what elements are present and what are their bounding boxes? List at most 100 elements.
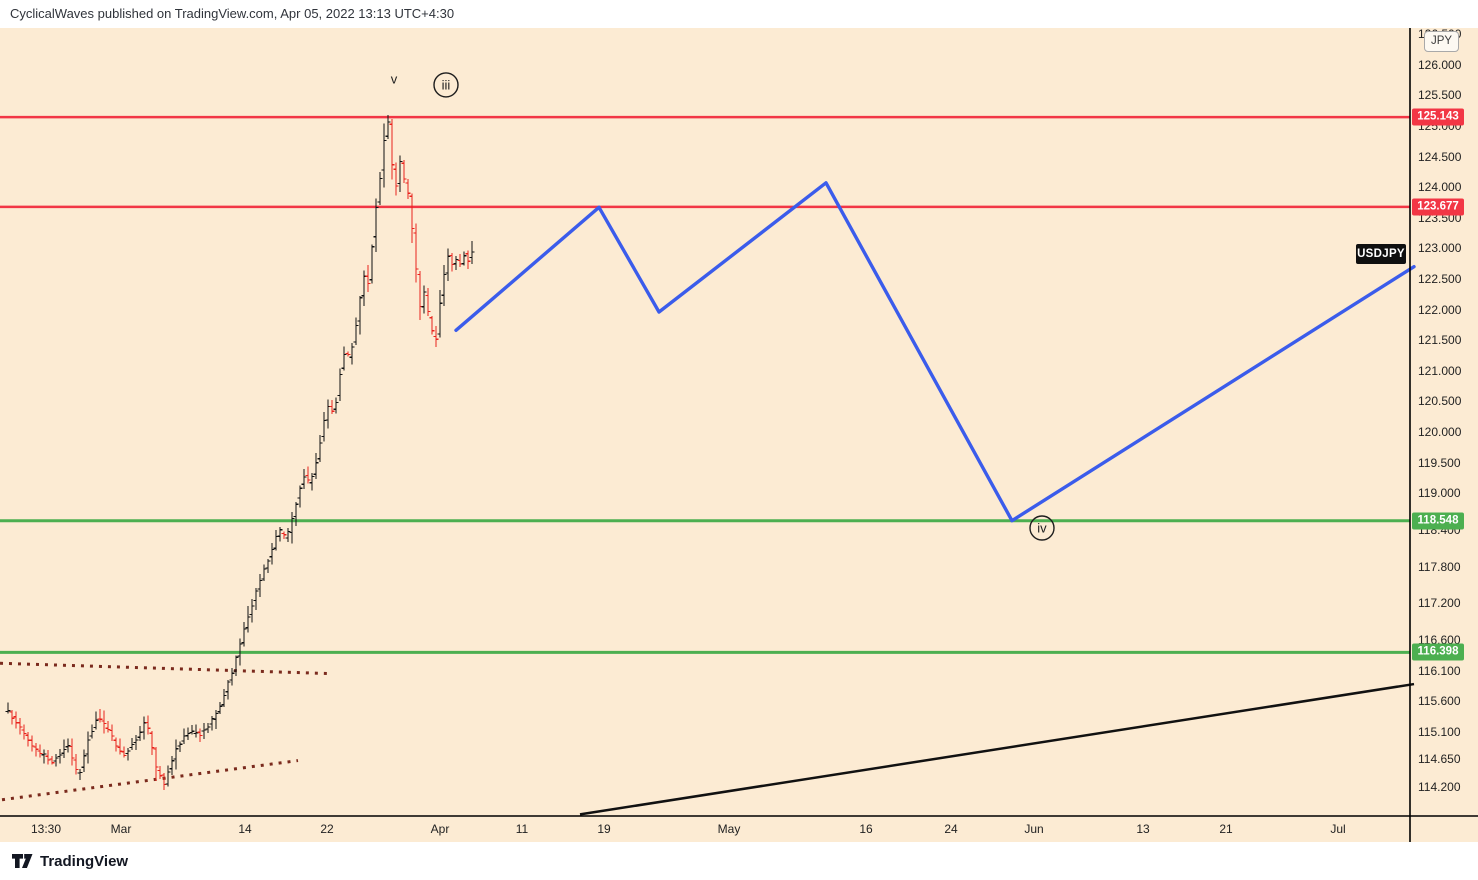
ohlc-bar bbox=[433, 325, 439, 348]
tradingview-logo[interactable]: TradingView bbox=[12, 853, 128, 870]
ohlc-bar bbox=[397, 155, 403, 193]
ohlc-bar bbox=[265, 558, 271, 573]
ohlc-bar bbox=[37, 744, 43, 758]
header-strip: CyclicalWaves published on TradingView.c… bbox=[0, 0, 1478, 28]
price-axis-label: 114.200 bbox=[1418, 779, 1461, 794]
chart-area[interactable]: v iii iv bbox=[0, 28, 1478, 842]
time-axis-label: 24 bbox=[944, 822, 958, 836]
ohlc-bar bbox=[29, 735, 35, 752]
ohlc-bar bbox=[245, 605, 251, 633]
ohlc-bar bbox=[261, 564, 267, 582]
ohlc-bar bbox=[61, 739, 67, 758]
ohlc-bar bbox=[449, 253, 455, 272]
ohlc-bar bbox=[289, 512, 295, 544]
ohlc-bar bbox=[429, 315, 435, 335]
symbol-badge: USDJPY bbox=[1356, 244, 1406, 264]
ohlc-bar bbox=[101, 710, 107, 734]
ohlc-bar bbox=[389, 119, 395, 180]
ohlc-bar bbox=[201, 722, 207, 740]
ohlc-bar bbox=[241, 621, 247, 647]
ohlc-bar bbox=[441, 264, 447, 307]
currency-unit-button[interactable]: JPY bbox=[1424, 31, 1459, 52]
footer-strip: TradingView bbox=[0, 842, 1478, 880]
ohlc-bar bbox=[197, 728, 203, 742]
time-axis-label: 11 bbox=[515, 822, 529, 836]
tradingview-logo-icon bbox=[12, 854, 33, 868]
time-axis-label: Apr bbox=[430, 822, 450, 836]
ohlc-bar bbox=[377, 172, 383, 206]
ohlc-bar bbox=[145, 715, 151, 735]
price-axis-label: 124.000 bbox=[1418, 180, 1462, 195]
price-axis-label: 115.600 bbox=[1418, 694, 1461, 709]
time-axis-label: Jun bbox=[1024, 822, 1044, 836]
price-axis-label: 115.100 bbox=[1418, 724, 1461, 739]
ohlc-bar bbox=[121, 746, 127, 758]
ohlc-bar bbox=[425, 288, 431, 316]
price-axis-label: 119.000 bbox=[1418, 486, 1461, 501]
ohlc-bar bbox=[249, 599, 255, 623]
ohlc-bar bbox=[173, 739, 179, 770]
price-axis-label: 120.000 bbox=[1418, 424, 1462, 439]
ohlc-bar bbox=[257, 573, 263, 598]
ohlc-bar bbox=[109, 724, 115, 741]
price-axis-label: 121.500 bbox=[1418, 333, 1462, 348]
ohlc-bar bbox=[305, 466, 311, 484]
ohlc-bar bbox=[85, 731, 91, 764]
wave-label: iii bbox=[442, 77, 451, 92]
price-axis-label: 117.800 bbox=[1418, 559, 1461, 574]
time-axis-label: 19 bbox=[597, 822, 611, 836]
ohlc-bar bbox=[381, 123, 387, 188]
price-axis-label: 114.650 bbox=[1418, 752, 1461, 767]
ohlc-bar bbox=[97, 709, 103, 723]
ohlc-bar bbox=[133, 734, 139, 751]
ohlc-bar bbox=[93, 711, 99, 730]
ohlc-bar bbox=[277, 526, 283, 542]
chart-canvas[interactable]: v iii iv bbox=[0, 28, 1478, 842]
ohlc-bar bbox=[45, 749, 51, 765]
time-axis-label: 13:30 bbox=[30, 822, 62, 836]
price-axis-label: 126.000 bbox=[1418, 57, 1462, 72]
ohlc-bar bbox=[165, 765, 171, 787]
ohlc-bar bbox=[41, 749, 47, 764]
ohlc-bar bbox=[57, 749, 63, 764]
ohlc-bar bbox=[357, 295, 363, 335]
ohlc-bar bbox=[393, 162, 399, 196]
time-axis-label: 14 bbox=[238, 822, 252, 836]
ohlc-bar bbox=[177, 741, 183, 752]
ohlc-bar bbox=[405, 179, 411, 199]
ohlc-bar bbox=[229, 667, 235, 686]
ohlc-bar bbox=[113, 737, 119, 752]
ohlc-bar bbox=[105, 720, 111, 733]
projection-line bbox=[454, 181, 1416, 523]
ohlc-bar bbox=[125, 747, 131, 761]
ohlc-bar bbox=[437, 290, 443, 338]
ohlc-bar bbox=[309, 473, 315, 491]
ohlc-bar bbox=[157, 766, 163, 779]
publish-caption: CyclicalWaves published on TradingView.c… bbox=[10, 6, 455, 21]
ohlc-bar bbox=[233, 655, 239, 677]
ohlc-bar bbox=[349, 342, 355, 365]
ohlc-bar bbox=[269, 543, 275, 565]
ohlc-bar bbox=[5, 702, 11, 714]
ohlc-bar bbox=[341, 346, 347, 371]
ohlc-bar bbox=[465, 250, 471, 269]
ohlc-bar bbox=[33, 742, 39, 757]
ohlc-bar bbox=[225, 679, 231, 700]
ohlc-bar bbox=[161, 772, 167, 790]
price-axis-label: 125.500 bbox=[1418, 88, 1462, 103]
time-axis-label: 16 bbox=[859, 822, 873, 836]
ohlc-bar bbox=[369, 244, 375, 284]
time-axis-label: 13 bbox=[1136, 822, 1150, 836]
wave-label: v bbox=[391, 71, 398, 86]
ohlc-bar bbox=[169, 755, 175, 775]
ohlc-bar bbox=[409, 193, 415, 243]
ohlc-bar bbox=[297, 485, 303, 508]
price-axis-label: 119.500 bbox=[1418, 455, 1461, 470]
price-level-badge: 118.548 bbox=[1412, 512, 1464, 530]
price-axis-label: 116.100 bbox=[1418, 663, 1461, 678]
ohlc-bar bbox=[461, 251, 467, 266]
time-axis-label: Jul bbox=[1330, 822, 1346, 836]
ohlc-bar bbox=[185, 727, 191, 741]
ohlc-bar bbox=[453, 255, 459, 270]
